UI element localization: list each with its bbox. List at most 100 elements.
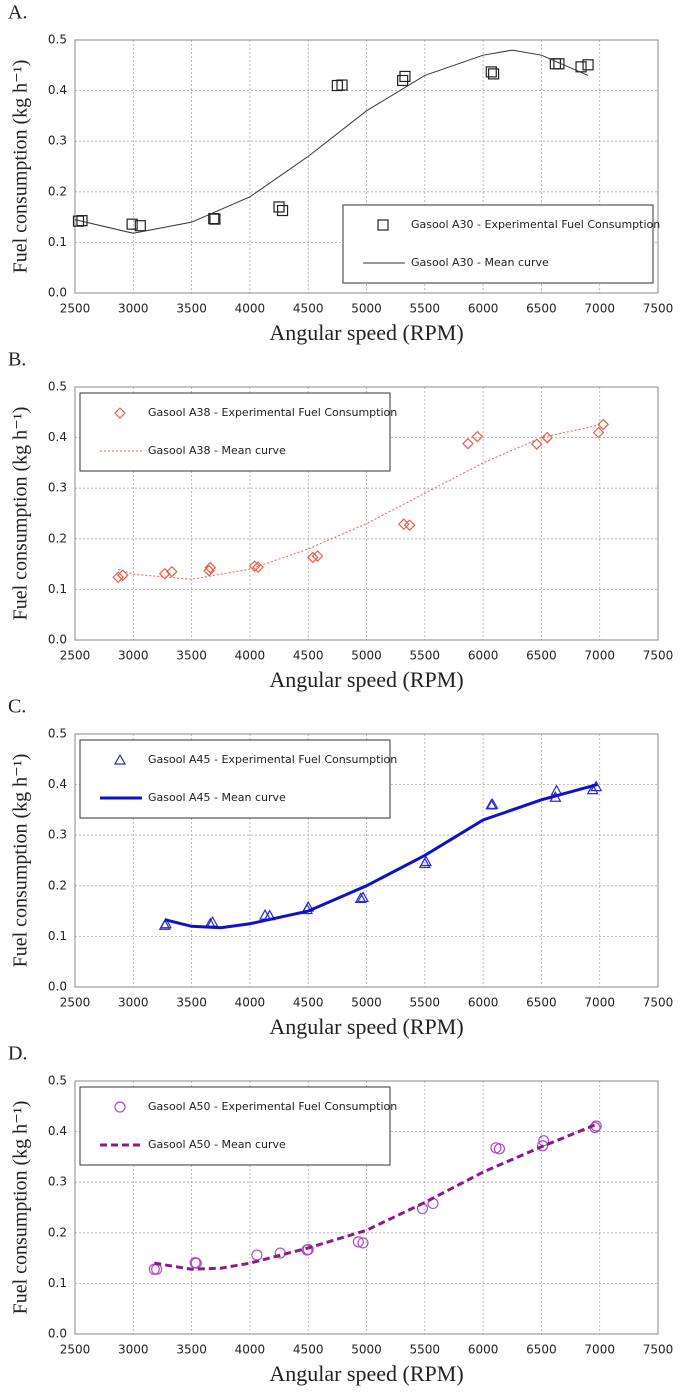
x-tick-label: 3500 [176,1343,207,1357]
x-tick-label: 2500 [60,302,91,316]
marker [311,550,324,562]
y-tick-label: 0.1 [48,1276,67,1290]
marker [134,220,146,232]
panel-label: A. [8,2,27,24]
legend-label: Gasool A30 - Mean curve [411,256,549,269]
panel-label: B. [8,349,26,371]
x-tick-label: 7500 [643,649,674,663]
plot-frame [74,1080,659,1335]
marker [592,426,605,439]
marker [158,567,171,580]
x-tick-label: 3000 [118,996,149,1010]
x-tick-label: 5500 [410,996,441,1010]
x-tick-label: 5500 [410,302,441,316]
marker [399,70,411,83]
marker [116,569,129,582]
x-tick-label: 6500 [526,649,557,663]
x-tick-label: 4000 [235,1343,266,1357]
marker [597,418,610,431]
marker [530,438,543,451]
panel: D. 0.0 0.1 0.2 0.3 0.4 0.5 2500 3000 3500 4000 4500… [8,1043,673,1386]
marker [336,79,348,91]
legend-label: Gasool A50 - Mean curve [148,1138,286,1151]
marker [273,201,285,213]
x-tick-label: 2500 [60,996,91,1010]
marker [487,68,500,80]
y-tick-label: 0.0 [48,633,67,647]
marker [352,1236,364,1248]
y-tick-label: 0.2 [48,531,67,545]
y-axis-label: Fuel consumption (kg h⁻¹) [10,60,32,274]
y-tick-label: 0.5 [48,380,67,394]
y-tick-label: 0.3 [48,134,67,148]
legend-box [342,204,654,284]
marker [549,58,561,70]
x-tick-label: 6000 [468,996,499,1010]
y-tick-label: 0.4 [48,83,67,97]
marker [248,560,261,572]
x-tick-label: 6000 [468,649,499,663]
x-tick-label: 7500 [643,996,674,1010]
mean-curve [117,424,600,580]
marker [397,74,409,87]
panel: B. 0.0 0.1 0.2 0.3 0.4 0.5 2500 3000 3500 4000 4500… [8,349,673,692]
y-tick-label: 0.0 [48,980,67,994]
x-tick-label: 3000 [118,649,149,663]
x-tick-label: 3500 [176,649,207,663]
marker [190,1257,202,1269]
mean-curve [164,783,598,930]
panel: C. 0.0 0.1 0.2 0.3 0.4 0.5 2500 3000 3500 4000 4500… [8,696,673,1039]
x-tick-label: 6500 [526,302,557,316]
legend-box [79,1086,391,1166]
y-tick-label: 0.2 [48,184,67,198]
marker [357,1237,369,1249]
legend-label: Gasool A45 - Mean curve [148,791,286,804]
marker [486,798,499,809]
marker [403,519,416,531]
mean-curve [154,1122,598,1271]
y-tick-label: 0.4 [48,777,67,791]
marker [251,1249,263,1261]
x-tick-label: 4000 [235,649,266,663]
y-tick-label: 0.5 [48,33,67,47]
x-tick-label: 7000 [584,649,615,663]
y-tick-label: 0.4 [48,430,67,444]
marker [553,58,565,70]
legend-box [79,392,391,472]
x-axis-label: Angular speed (RPM) [269,1361,463,1386]
y-axis-label: Fuel consumption (kg h⁻¹) [10,407,32,621]
marker [276,204,289,217]
marker [471,430,484,443]
panel-label: C. [8,696,26,718]
x-tick-label: 2500 [60,1343,91,1357]
plot-frame [74,386,659,641]
x-tick-label: 3500 [176,302,207,316]
panel-label: D. [8,1043,27,1065]
x-tick-label: 5000 [351,649,382,663]
y-tick-label: 0.3 [48,1175,67,1189]
marker [203,564,215,577]
marker [541,431,554,444]
marker [165,565,178,578]
mean-curve [74,49,589,234]
marker [493,1143,506,1155]
marker [307,551,319,564]
y-tick-label: 0.0 [48,286,67,300]
marker [148,1263,160,1275]
x-tick-label: 4500 [293,996,324,1010]
y-tick-label: 0.2 [48,878,67,892]
y-tick-label: 0.1 [48,582,67,596]
marker [354,892,367,904]
x-tick-label: 7500 [643,302,674,316]
marker [209,213,221,225]
x-tick-label: 3500 [176,996,207,1010]
x-tick-label: 6000 [468,1343,499,1357]
x-tick-label: 7000 [584,996,615,1010]
marker [151,1263,163,1275]
legend-swatch [377,219,389,231]
marker [126,218,138,230]
x-tick-label: 5500 [410,649,441,663]
x-tick-label: 6500 [526,1343,557,1357]
x-axis-label: Angular speed (RPM) [269,320,463,345]
legend-label: Gasool A38 - Experimental Fuel Consumpti… [148,406,397,419]
